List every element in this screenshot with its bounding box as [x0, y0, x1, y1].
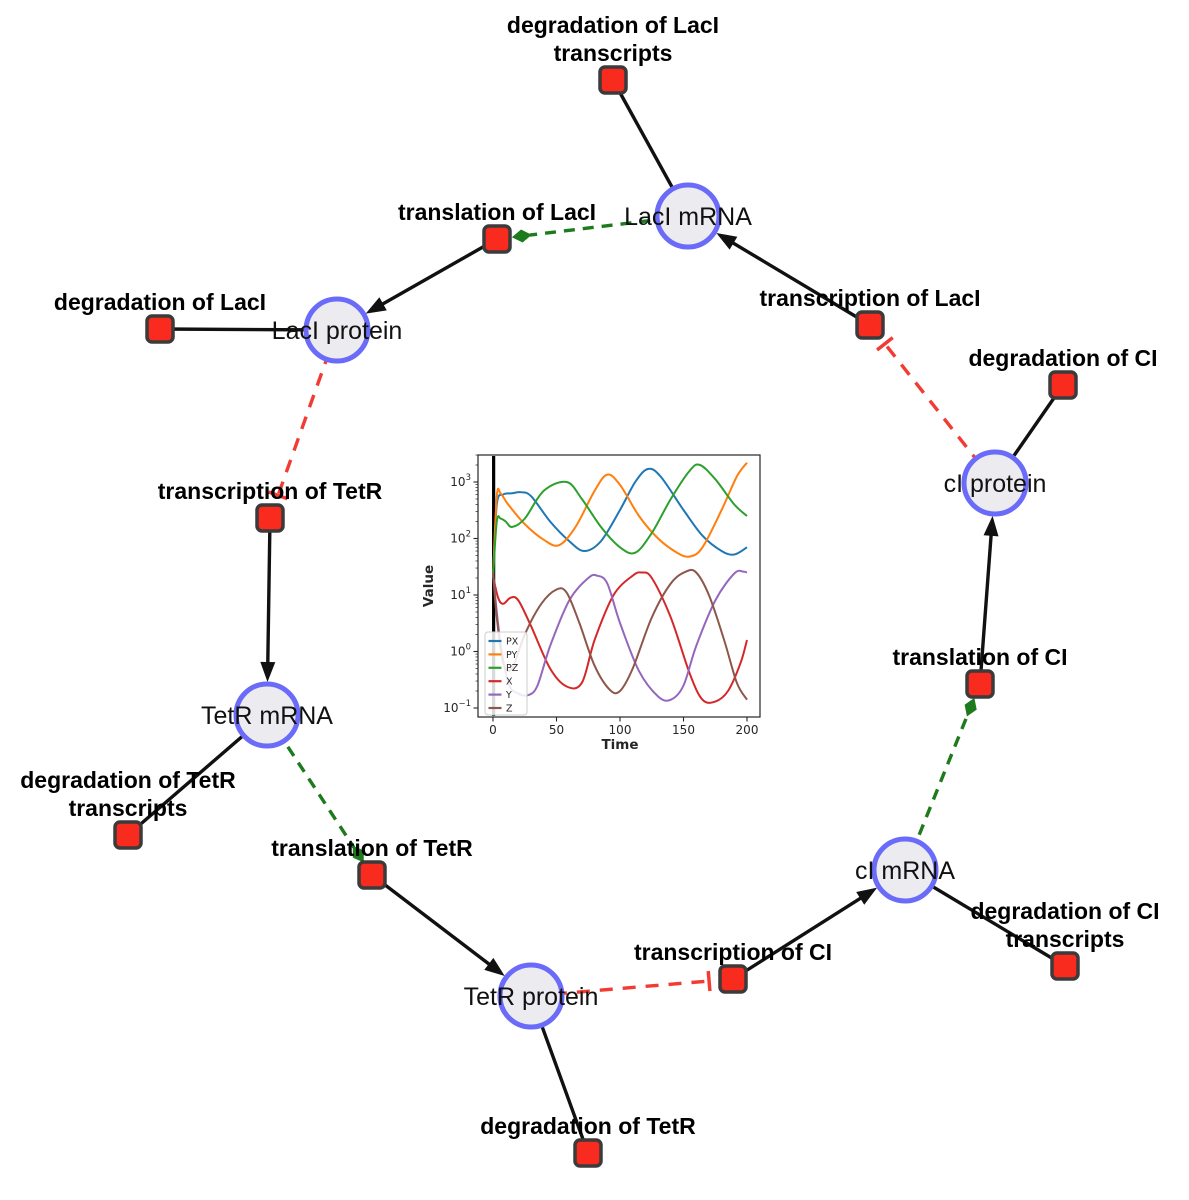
chart-y-tick-10e0: 100 — [450, 643, 471, 659]
species-label-ci-mrna: cI mRNA — [855, 857, 955, 885]
reaction-node-translation-of-laci[interactable] — [482, 224, 512, 254]
chart-y-tick-10e-1: 10−1 — [443, 699, 471, 715]
reaction-label-translation-of-laci-line1: translation of LacI — [398, 199, 596, 225]
reaction-label-translation-of-ci-line1: translation of CI — [892, 644, 1067, 670]
reaction-node-degradation-of-ci[interactable] — [1048, 370, 1078, 400]
reaction-label-degradation-of-tetr-transcripts-line2: transcripts — [69, 795, 188, 821]
chart-series-PZ — [492, 463, 748, 579]
reaction-node-translation-of-ci[interactable] — [965, 669, 995, 699]
reaction-label-degradation-of-ci-transcripts-line1: degradation of CI — [970, 898, 1159, 924]
nodes-layer — [113, 65, 1080, 1168]
edge-production-translation-of-ci-to-ci-protein[interactable] — [978, 515, 999, 685]
reaction-label-degradation-of-ci-line1: degradation of CI — [968, 345, 1157, 371]
edge-production-transcription-of-laci-to-laci-mrna[interactable] — [716, 232, 871, 327]
reaction-label-transcription-of-tetr-line1: transcription of TetR — [158, 478, 383, 504]
reaction-label-transcription-of-ci-line1: transcription of CI — [634, 939, 832, 965]
chart-legend: PX PY PZ XYZ — [484, 631, 528, 716]
species-node-tetr-mrna[interactable] — [233, 681, 301, 749]
species-label-tetr-mrna: TetR mRNA — [201, 702, 333, 730]
species-label-laci-mrna: LacI mRNA — [624, 203, 752, 231]
chart-y-axis-label: Value — [421, 565, 437, 607]
chart-series-PY — [492, 462, 748, 579]
reaction-label-degradation-of-laci-transcripts-line2: transcripts — [554, 40, 673, 66]
reaction-label-degradation-of-ci-transcripts-line2: transcripts — [1006, 926, 1125, 952]
chart-series-X — [492, 571, 748, 704]
reaction-node-degradation-of-laci-transcripts[interactable] — [598, 65, 628, 95]
chart-x-tick-200: 200 — [736, 723, 759, 737]
edge-production-translation-of-tetr-to-tetr-protein[interactable] — [370, 873, 505, 977]
edge-production-transcription-of-ci-to-ci-mrna[interactable] — [732, 887, 878, 981]
reaction-label-transcription-of-laci-line1: transcription of LacI — [759, 285, 980, 311]
reaction-node-transcription-of-ci[interactable] — [718, 964, 748, 994]
labels-layer: LacI mRNA LacI protein TetR mRNA TetR prote… — [20, 12, 1159, 1139]
timecourse-chart: 0 50 100 150 200 103 102 101 100 10−1 PX PY PZ XYZ T… — [421, 454, 761, 753]
legend-label-X: X — [506, 677, 513, 688]
reaction-label-degradation-of-laci-line1: degradation of LacI — [54, 289, 266, 315]
reaction-node-transcription-of-laci[interactable] — [855, 310, 885, 340]
species-node-tetr-protein[interactable] — [497, 962, 565, 1030]
reaction-node-transcription-of-tetr[interactable] — [255, 503, 285, 533]
legend-label-PX: PX — [506, 636, 519, 647]
reaction-node-translation-of-tetr[interactable] — [357, 860, 387, 890]
species-node-ci-protein[interactable] — [961, 449, 1029, 517]
chart-x-tick-0: 0 — [489, 723, 497, 737]
reaction-node-degradation-of-laci[interactable] — [145, 314, 175, 344]
edge-production-translation-of-laci-to-laci-protein[interactable] — [365, 237, 498, 314]
species-node-ci-mrna[interactable] — [871, 836, 939, 904]
species-label-tetr-protein: TetR protein — [464, 983, 599, 1011]
reaction-node-degradation-of-tetr-transcripts[interactable] — [113, 820, 143, 850]
chart-x-axis-label: Time — [601, 737, 638, 753]
chart-y-tick-10e1: 101 — [450, 586, 471, 602]
legend-label-Z: Z — [506, 703, 513, 714]
species-node-laci-protein[interactable] — [303, 296, 371, 364]
chart-series-PX — [492, 467, 748, 579]
reaction-node-degradation-of-ci-transcripts[interactable] — [1050, 951, 1080, 981]
species-label-laci-protein: LacI protein — [272, 317, 403, 345]
legend-label-PY: PY — [506, 650, 518, 661]
reaction-label-degradation-of-tetr-line1: degradation of TetR — [480, 1113, 696, 1139]
species-label-ci-protein: cI protein — [944, 470, 1047, 498]
reaction-label-degradation-of-laci-transcripts-line1: degradation of LacI — [507, 12, 719, 38]
chart-y-tick-10e3: 103 — [450, 473, 471, 489]
species-node-laci-mrna[interactable] — [654, 182, 722, 250]
legend-label-Y: Y — [505, 690, 512, 701]
reaction-node-degradation-of-tetr[interactable] — [573, 1138, 603, 1168]
legend-label-PZ: PZ — [506, 663, 519, 674]
chart-y-tick-10e2: 102 — [450, 530, 471, 546]
chart-x-tick-100: 100 — [609, 723, 632, 737]
reaction-label-translation-of-tetr-line1: translation of TetR — [271, 835, 473, 861]
edge-production-transcription-of-tetr-to-tetr-mrna[interactable] — [260, 517, 276, 683]
reaction-label-degradation-of-tetr-transcripts-line1: degradation of TetR — [20, 767, 236, 793]
chart-x-tick-150: 150 — [672, 723, 695, 737]
chart-x-tick-50: 50 — [549, 723, 564, 737]
